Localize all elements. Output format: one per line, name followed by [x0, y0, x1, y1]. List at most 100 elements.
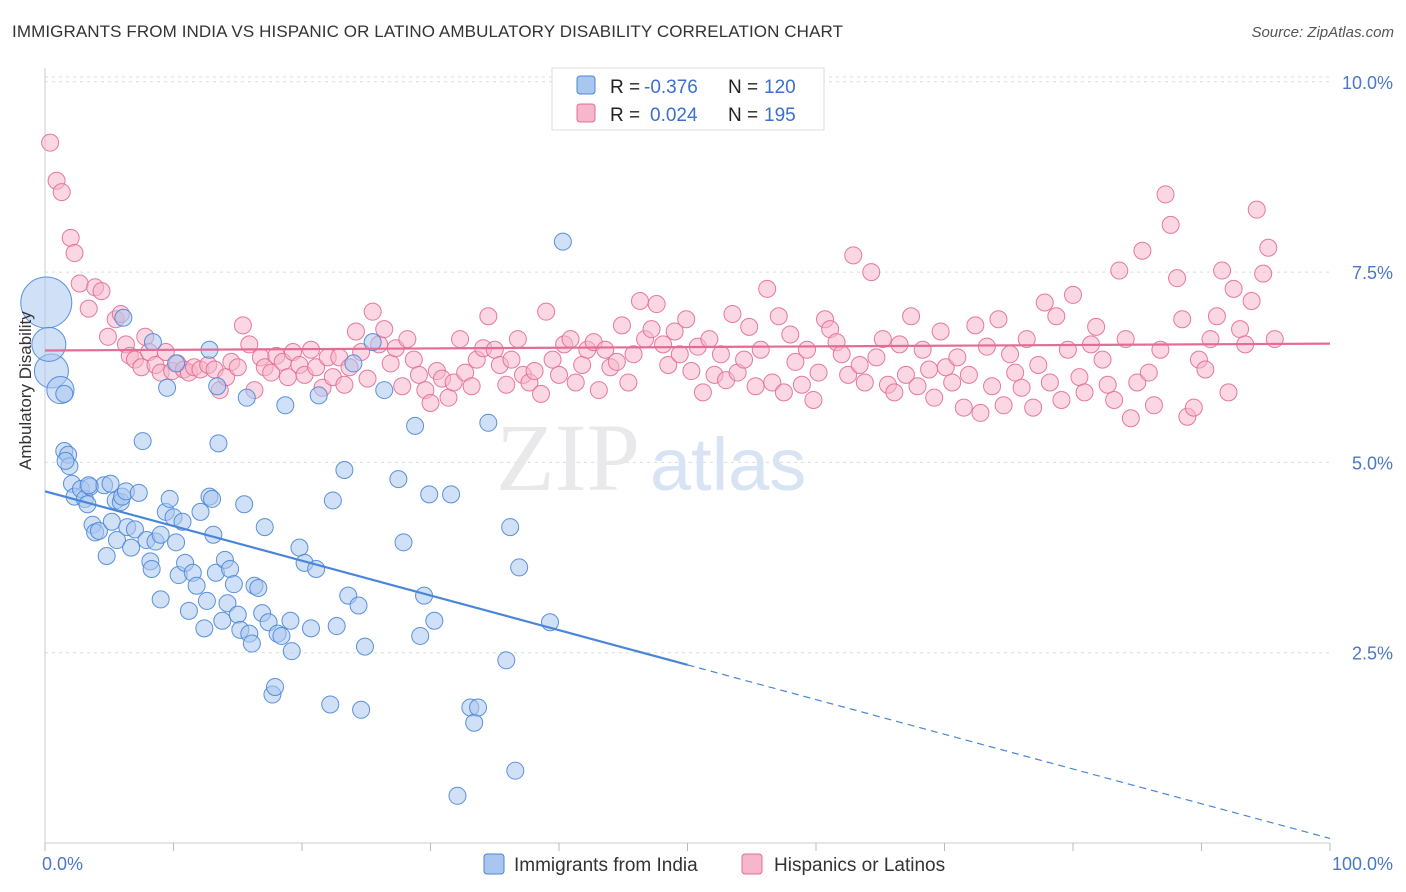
axes: [44, 68, 1331, 851]
hispanic-point: [786, 352, 805, 371]
india-point: [309, 386, 328, 405]
hispanic-point: [925, 388, 944, 407]
y-axis-label: Ambulatory Disability: [16, 311, 35, 470]
hispanic-point: [642, 320, 661, 339]
hispanic-point: [228, 358, 247, 377]
india-point: [465, 713, 484, 732]
hispanic-point: [485, 340, 504, 359]
hispanic-point: [607, 352, 626, 371]
hispanic-point: [98, 327, 117, 346]
hispanic-point: [665, 322, 684, 341]
india-point: [167, 533, 186, 552]
hispanic-point: [335, 375, 354, 394]
india-point: [448, 786, 467, 805]
india-point: [213, 611, 232, 630]
hispanic-point: [61, 228, 80, 247]
hispanic-point: [994, 396, 1013, 415]
legend-swatch-blue: [576, 75, 596, 95]
hispanic-point: [885, 383, 904, 402]
india-point: [195, 619, 214, 638]
watermark-atlas: atlas: [650, 423, 806, 506]
hispanic-point: [525, 362, 544, 381]
hispanic-point: [363, 302, 382, 321]
hispanic-point: [873, 330, 892, 349]
india-point: [237, 388, 256, 407]
hispanic-point: [959, 365, 978, 384]
india-point: [249, 578, 268, 597]
hispanic-point: [79, 299, 98, 318]
india-point: [173, 512, 192, 531]
hispanic-point: [943, 373, 962, 392]
hispanic-point: [809, 363, 828, 382]
legend-swatch-pink: [576, 103, 596, 123]
hispanic-point: [1224, 279, 1243, 298]
bottom-legend-hispanic: Hispanics or Latinos: [774, 855, 945, 876]
stats-legend: R = -0.376 N = 120 R = 0.024 N = 195: [551, 67, 825, 131]
hispanic-point: [792, 375, 811, 394]
source-note: Source: ZipAtlas.com: [1251, 24, 1394, 41]
hispanic-point: [630, 292, 649, 311]
hispanic-point: [740, 317, 759, 336]
india-point: [228, 605, 247, 624]
hispanic-point: [508, 330, 527, 349]
india-point: [218, 594, 237, 613]
hispanic-point: [931, 322, 950, 341]
india-point: [363, 333, 382, 352]
hispanic-point: [561, 330, 580, 349]
hispanic-point: [781, 325, 800, 344]
hispanic-point: [375, 320, 394, 339]
hispanic-point: [1128, 373, 1147, 392]
hispanic-point: [769, 307, 788, 326]
india-points: [20, 232, 572, 805]
hispanic-point: [1047, 307, 1066, 326]
bottom-legend: Immigrants from India Hispanics or Latin…: [483, 853, 945, 876]
hispanic-point: [723, 304, 742, 323]
india-point: [107, 531, 126, 550]
hispanic-point: [479, 307, 498, 326]
hispanic-point: [682, 362, 701, 381]
hispanic-point: [989, 310, 1008, 329]
legend-r-value-1: -0.376: [644, 77, 698, 98]
india-point: [242, 634, 261, 653]
india-point: [101, 474, 120, 493]
india-point: [97, 547, 116, 566]
hispanic-point: [1035, 293, 1054, 312]
hispanic-point: [746, 377, 765, 396]
hispanic-point: [497, 375, 516, 394]
hispanic-point: [913, 340, 932, 359]
hispanic-point: [1168, 269, 1187, 288]
india-point: [425, 611, 444, 630]
y-tick-label: 10.0%: [1342, 73, 1393, 93]
hispanic-point: [890, 335, 909, 354]
hispanic-point: [1058, 340, 1077, 359]
hispanic-point: [1075, 383, 1094, 402]
india-point: [276, 396, 295, 415]
hispanic-point: [1161, 215, 1180, 234]
tick-labels: 2.5% 5.0% 7.5% 10.0% 0.0% 100.0%: [42, 73, 1393, 874]
hispanic-point: [908, 377, 927, 396]
india-point: [224, 575, 243, 594]
india-point: [301, 619, 320, 638]
hispanic-point: [936, 358, 955, 377]
hispanic-point: [70, 274, 89, 293]
hispanic-point: [1064, 285, 1082, 304]
hispanic-point: [624, 345, 643, 364]
y-tick-label: 7.5%: [1352, 263, 1393, 283]
hispanic-point: [1173, 310, 1192, 329]
india-point: [389, 470, 408, 489]
hispanic-point: [751, 340, 770, 359]
hispanic-point: [977, 337, 996, 356]
hispanic-point: [735, 350, 754, 369]
hispanic-point: [1184, 398, 1203, 417]
india-point: [160, 489, 179, 508]
hispanic-point: [804, 390, 823, 409]
hispanic-point: [654, 335, 673, 354]
india-point: [255, 518, 274, 537]
india-point: [469, 698, 488, 717]
hispanic-point: [1116, 330, 1135, 349]
hispanic-point: [677, 310, 696, 329]
hispanic-point: [1219, 383, 1238, 402]
india-point: [510, 558, 529, 577]
hispanic-point: [1133, 241, 1152, 260]
india-point: [344, 354, 363, 373]
